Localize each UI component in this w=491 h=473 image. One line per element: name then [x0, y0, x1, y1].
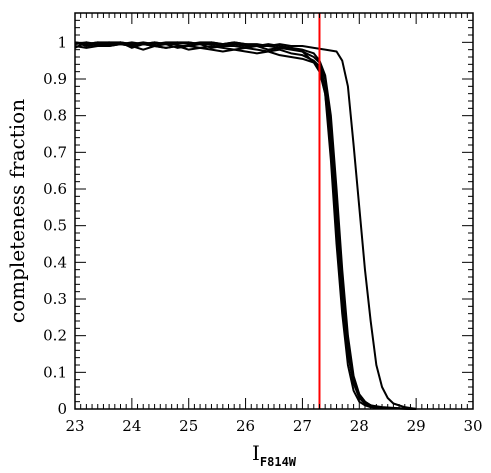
y-tick-label: 0.1 — [43, 363, 67, 381]
y-tick-label: 1 — [57, 33, 67, 51]
y-tick-label: 0.8 — [43, 107, 67, 125]
series-line-3 — [74, 41, 417, 410]
y-tick-label: 0.5 — [43, 217, 67, 235]
series-line-1 — [74, 43, 417, 410]
x-tick-label: 23 — [65, 417, 84, 435]
series-line-4 — [74, 41, 417, 410]
tick-labels-layer: 23 24 25 26 27 28 29 30 0 0.1 0.2 0.3 0.4 0.5 0.6 0.7 0.… — [43, 33, 482, 435]
y-tick-label: 0.4 — [43, 253, 67, 271]
plot-frame — [74, 12, 474, 410]
x-axis-label-main: I — [252, 441, 260, 465]
y-axis-label: completeness fraction — [5, 99, 29, 323]
x-axis-label-subscript: F814W — [260, 455, 297, 469]
series-layer — [74, 41, 417, 410]
x-tick-label: 25 — [179, 417, 198, 435]
y-tick-label: 0.3 — [43, 290, 67, 308]
x-tick-label: 27 — [293, 417, 312, 435]
x-tick-label: 30 — [463, 417, 482, 435]
y-tick-label: 0.7 — [43, 143, 67, 161]
ticks-layer — [74, 12, 474, 410]
x-tick-label: 24 — [122, 417, 141, 435]
x-axis-label: IF814W — [252, 441, 297, 469]
x-tick-label: 26 — [236, 417, 255, 435]
series-line-6 — [74, 41, 417, 410]
x-tick-label: 29 — [407, 417, 426, 435]
y-tick-label: 0 — [57, 400, 67, 418]
y-tick-label: 0.2 — [43, 327, 67, 345]
series-line-5 — [74, 41, 417, 410]
y-tick-label: 0.6 — [43, 180, 67, 198]
x-tick-label: 28 — [350, 417, 369, 435]
series-line-2 — [74, 41, 417, 410]
y-tick-label: 0.9 — [43, 70, 67, 88]
